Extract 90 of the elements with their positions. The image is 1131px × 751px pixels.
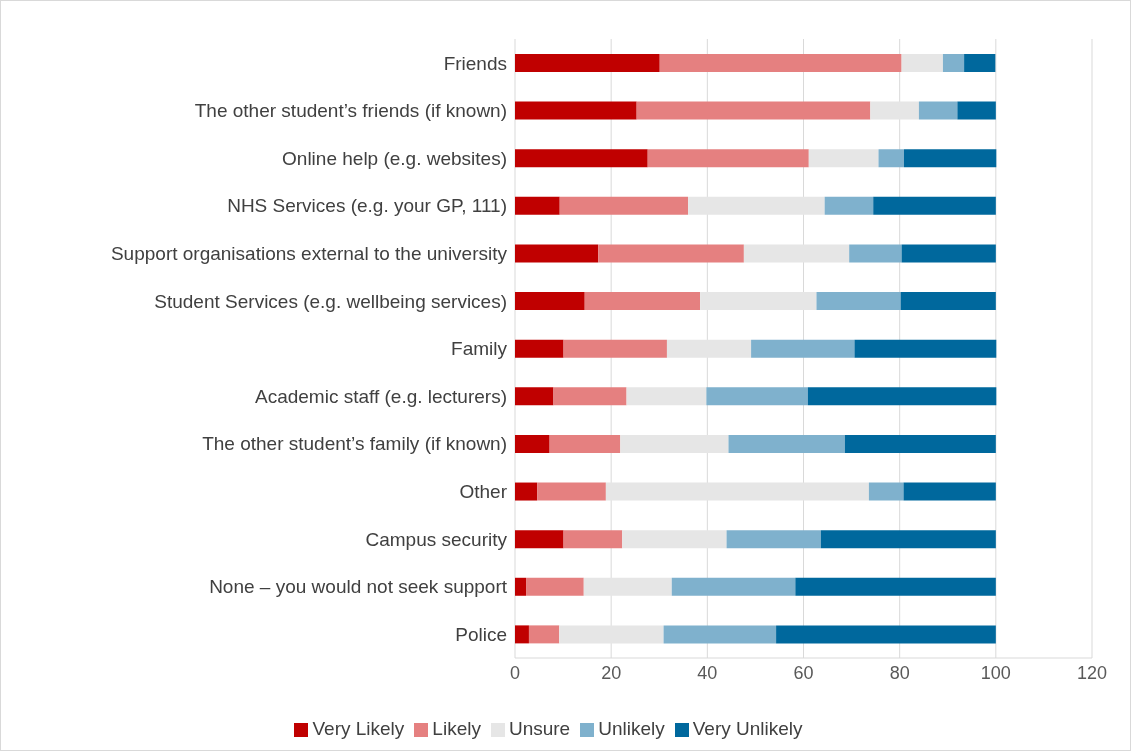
bar [549,434,621,453]
bar [900,292,996,311]
bar [563,339,667,358]
y-tick-label: None – you would not seek support [209,576,508,598]
legend-label: Very Unlikely [692,718,803,739]
bar [515,387,554,406]
bar [743,244,850,263]
y-tick-label: Family [451,338,508,360]
x-tick-label: 80 [889,662,910,683]
bar [559,625,664,644]
y-tick-label: Support organisations external to the university [110,243,508,265]
bar [903,482,996,501]
legend-label: Unsure [508,718,571,739]
bar [870,101,919,120]
x-tick-label: 40 [697,662,718,683]
x-tick-label: 100 [980,662,1011,683]
bar [688,196,825,215]
bar [776,625,996,644]
x-tick-label: 0 [509,662,521,683]
bar [598,244,744,263]
bar [663,625,777,644]
bar [515,530,564,549]
bar [918,101,958,120]
bar [515,577,527,596]
bar [515,339,564,358]
bar [515,292,585,311]
bar [700,292,817,311]
bar [515,101,637,120]
bar [537,482,606,501]
y-tick-label: Police [455,623,507,645]
bar [728,434,845,453]
bar [515,625,529,644]
bar [666,339,752,358]
bar [878,149,904,168]
legend-label: Very Likely [312,718,405,739]
bar [636,101,871,120]
y-tick-label: NHS Services (e.g. your GP, 111) [227,195,507,217]
bar [726,530,821,549]
bar [515,196,560,215]
bar [807,387,997,406]
bar [559,196,689,215]
x-tick-label: 120 [1076,662,1108,683]
bar [957,101,996,120]
bar [824,196,874,215]
bar [671,577,796,596]
y-tick-label: Friends [443,52,507,74]
x-tick-label: 20 [601,662,622,683]
bar [844,434,996,453]
bar [901,54,943,72]
bar [854,339,997,358]
bar [515,434,550,453]
bar [620,434,729,453]
legend-label: Unlikely [598,718,665,739]
bar [820,530,996,549]
bar [901,244,996,263]
bar [808,149,879,168]
y-tick-label: The other student’s family (if known) [202,433,507,455]
bar [515,54,660,72]
bar [622,530,727,549]
bar [647,149,809,168]
y-tick-label: Other [459,481,508,503]
bar [706,387,808,406]
bar [528,625,560,644]
y-tick-label: Campus security [365,528,508,550]
bar [515,244,599,263]
bar [964,54,996,72]
bar [873,196,996,215]
bar [515,149,648,168]
bar [553,387,627,406]
x-tick-label: 60 [793,662,814,683]
bar [849,244,902,263]
bar [659,54,902,72]
y-tick-label: Student Services (e.g. wellbeing services) [154,290,507,312]
bar [583,577,672,596]
bar [816,292,901,311]
bar [751,339,855,358]
bar [515,482,538,501]
bar [626,387,707,406]
legend-label: Likely [432,718,481,739]
bar [942,54,965,72]
y-tick-label: Online help (e.g. websites) [282,147,507,169]
bar [903,149,997,168]
bar [868,482,904,501]
y-tick-label: Academic staff (e.g. lecturers) [254,385,507,407]
bar [563,530,623,549]
bar [795,577,996,596]
bar [605,482,869,501]
bar [584,292,701,311]
bar [526,577,584,596]
y-tick-label: The other student’s friends (if known) [194,100,507,122]
